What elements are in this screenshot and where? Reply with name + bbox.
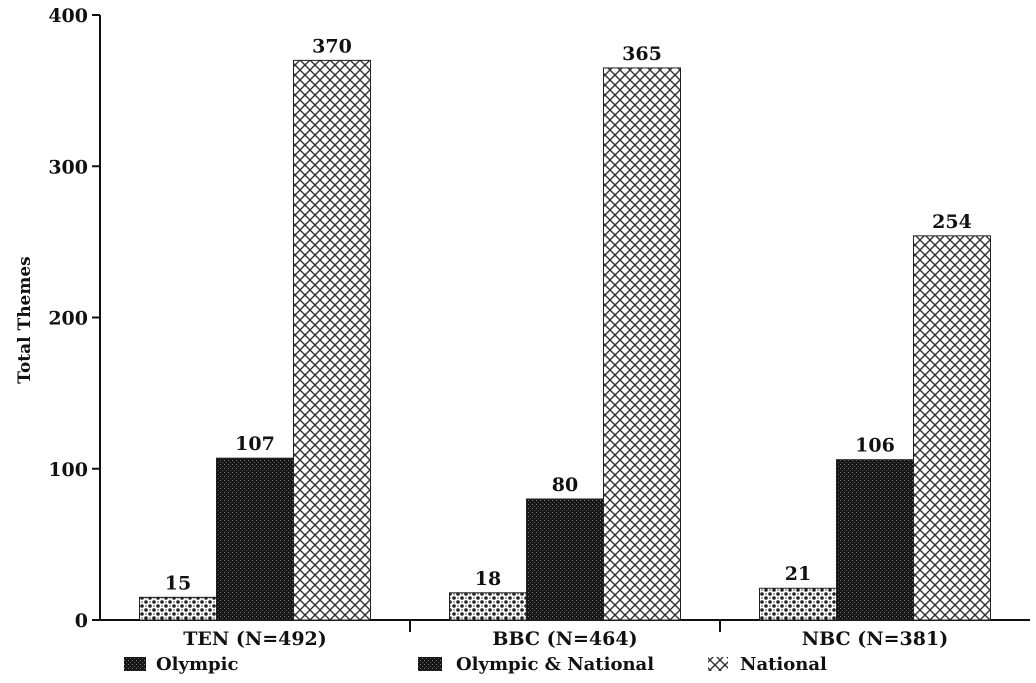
y-tick-label: 300 <box>48 156 88 178</box>
bar-value-label: 107 <box>235 433 275 455</box>
y-tick-label: 0 <box>75 610 88 632</box>
bar-olympic-national <box>216 457 294 621</box>
bar-olympic-national <box>836 459 914 621</box>
bar-value-label: 370 <box>312 35 352 57</box>
bar-value-label: 18 <box>475 568 501 590</box>
x-category-label: NBC (N=381) <box>802 628 948 650</box>
y-tick-label: 200 <box>48 308 88 330</box>
bar-value-label: 15 <box>165 572 191 594</box>
bar-olympic <box>759 587 837 621</box>
legend-swatch-olympic <box>124 657 146 671</box>
bar-value-label: 21 <box>785 563 811 585</box>
bars <box>139 59 991 621</box>
bar-national <box>293 59 371 621</box>
bar-olympic-national <box>526 498 604 621</box>
bar-national <box>603 67 681 621</box>
bar-value-label: 365 <box>622 43 662 65</box>
x-category-label: BBC (N=464) <box>492 628 637 650</box>
bar-olympic <box>139 596 217 621</box>
legend-label-national: National <box>740 654 827 675</box>
bar-olympic <box>449 592 527 621</box>
bar-value-label: 106 <box>855 435 895 457</box>
bar-value-label: 80 <box>552 474 578 496</box>
bar-value-label: 254 <box>932 211 972 233</box>
y-axis-title: Total Themes <box>15 256 35 383</box>
x-category-label: TEN (N=492) <box>183 628 327 650</box>
legend: Olympic Olympic & National National <box>124 654 827 675</box>
legend-swatch-olympic-national <box>418 657 442 671</box>
y-tick-label: 100 <box>48 459 88 481</box>
legend-swatch-national <box>708 657 728 671</box>
y-tick-label: 400 <box>48 5 88 27</box>
legend-label-olympic: Olympic <box>156 654 238 675</box>
bar-national <box>913 235 991 621</box>
legend-label-olympic-national: Olympic & National <box>456 654 654 675</box>
value-labels: 15 107 370 18 80 365 21 106 254 <box>165 35 972 594</box>
